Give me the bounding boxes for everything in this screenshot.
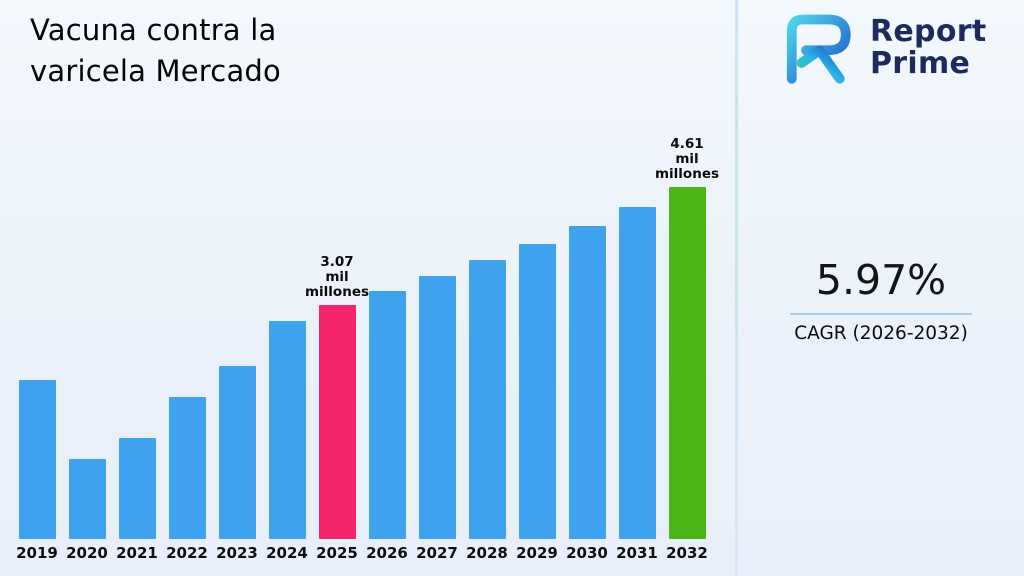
bar-column-2032: 4.61 mil millones 2032 <box>655 136 719 562</box>
bar-column-2026: 2026 <box>362 291 412 562</box>
bar-2030 <box>568 226 606 539</box>
bar-column-2024: 2024 <box>262 321 312 562</box>
bar-2026 <box>368 291 406 539</box>
panel-divider <box>735 0 738 576</box>
axis-label-2026: 2026 <box>366 544 408 562</box>
bar-2023 <box>218 366 256 539</box>
axis-label-2024: 2024 <box>266 544 308 562</box>
bar-2021 <box>118 438 156 539</box>
bar-column-2028: 2028 <box>462 260 512 562</box>
page-title: Vacuna contra la varicela Mercado <box>30 10 281 92</box>
bar-column-2019: 2019 <box>12 380 62 562</box>
brand: Report Prime <box>780 12 986 84</box>
bar-column-2025: 3.07 mil millones 2025 <box>305 254 369 562</box>
bar-2024 <box>268 321 306 539</box>
bar-chart: 2019 2020 2021 2022 2023 2024 3.07 mil millones 2… <box>12 136 719 562</box>
bar-column-2027: 2027 <box>412 276 462 562</box>
brand-line1: Report <box>870 13 987 49</box>
axis-label-2020: 2020 <box>66 544 108 562</box>
bar-2025 <box>318 305 356 539</box>
axis-label-2019: 2019 <box>16 544 58 562</box>
bar-value-label-2025: 3.07 mil millones <box>304 253 370 300</box>
bar-2020 <box>68 459 106 539</box>
axis-label-2028: 2028 <box>466 544 508 562</box>
bar-2032 <box>668 187 706 539</box>
cagr-label: CAGR (2026-2032) <box>794 323 968 344</box>
bar-2031 <box>618 207 656 539</box>
axis-label-2022: 2022 <box>166 544 208 562</box>
bar-column-2031: 2031 <box>612 207 662 562</box>
title-line2: varicela Mercado <box>30 54 281 89</box>
bar-column-2023: 2023 <box>212 366 262 562</box>
cagr-underline <box>790 313 972 315</box>
bar-2019 <box>18 380 56 539</box>
axis-label-2029: 2029 <box>516 544 558 562</box>
bar-column-2029: 2029 <box>512 244 562 562</box>
axis-label-2030: 2030 <box>566 544 608 562</box>
axis-label-2021: 2021 <box>116 544 158 562</box>
bar-column-2022: 2022 <box>162 397 212 562</box>
bar-column-2030: 2030 <box>562 226 612 562</box>
axis-label-2027: 2027 <box>416 544 458 562</box>
axis-label-2025: 2025 <box>316 544 358 562</box>
bar-column-2020: 2020 <box>62 459 112 562</box>
bar-column-2021: 2021 <box>112 438 162 562</box>
bar-value-label-2032: 4.61 mil millones <box>654 135 720 182</box>
cagr-block: 5.97% CAGR (2026-2032) <box>738 256 1024 344</box>
bar-2029 <box>518 244 556 539</box>
bar-2027 <box>418 276 456 539</box>
title-line1: Vacuna contra la <box>30 13 277 47</box>
axis-label-2032: 2032 <box>666 544 708 562</box>
bar-2022 <box>168 397 206 539</box>
cagr-value: 5.97% <box>815 256 947 304</box>
axis-label-2023: 2023 <box>216 544 258 562</box>
bar-2028 <box>468 260 506 539</box>
brand-line2: Prime <box>870 46 971 81</box>
brand-name: Report Prime <box>870 13 987 81</box>
report-prime-logo-icon <box>786 14 851 84</box>
side-panel: Report Prime 5.97% CAGR (2026-2032) <box>738 0 1024 576</box>
axis-label-2031: 2031 <box>616 544 658 562</box>
